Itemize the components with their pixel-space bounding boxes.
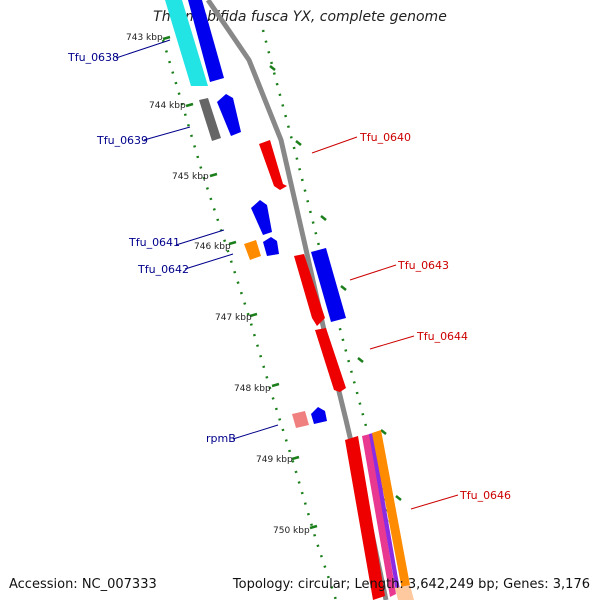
label-rpmB[interactable]: rpmB [206,432,236,445]
gene-Tfu_0646-peach[interactable] [395,585,414,600]
gene-small-blue[interactable] [263,237,279,256]
tick-label-746: 746 kbp [194,242,231,252]
inner-ruler [161,39,338,600]
label-Tfu_0646[interactable]: Tfu_0646 [459,489,511,502]
tick-label-747: 747 kbp [215,313,252,323]
label-Tfu_0642[interactable]: Tfu_0642 [137,263,189,276]
tick-label-745: 745 kbp [172,172,209,182]
gene-Tfu_0646-magenta[interactable] [362,434,396,597]
gene-Tfu_0638-cyan[interactable] [165,0,208,86]
label-Tfu_0643[interactable]: Tfu_0643 [397,259,449,272]
tick-label-743: 743 kbp [126,33,163,43]
gene-Tfu_0643-blue[interactable] [311,248,346,322]
tick-label-748: 748 kbp [234,384,271,394]
gene-rpmB-pink[interactable] [292,411,309,428]
outer-ruler [261,29,407,591]
leader-lines [115,39,459,510]
gene-Tfu_0646-red[interactable] [345,436,385,600]
gene-features [165,0,414,600]
inner-ruler-ticks [162,35,318,530]
gene-Tfu_0639-gray[interactable] [199,98,221,141]
tick-label-750: 750 kbp [273,526,310,536]
tick-label-744: 744 kbp [149,101,186,111]
gene-Tfu_0644[interactable] [315,328,346,392]
label-Tfu_0639[interactable]: Tfu_0639 [96,134,148,147]
gene-Tfu_0642[interactable] [244,240,261,260]
gene-Tfu_0640[interactable] [259,140,287,190]
gene-Tfu_0641[interactable] [251,200,272,235]
gene-rpmB-blue[interactable] [311,407,327,424]
gene-Tfu_0646-purple[interactable] [369,433,400,592]
genome-title: Thermobifida fusca YX, complete genome [153,9,447,25]
gene-Tfu_0638-blue[interactable] [188,0,224,82]
label-Tfu_0644[interactable]: Tfu_0644 [416,330,468,343]
outer-ruler-ticks [269,65,402,501]
label-Tfu_0638[interactable]: Tfu_0638 [67,51,119,64]
genome-summary-text: Topology: circular; Length: 3,642,249 bp… [232,577,590,592]
label-Tfu_0640[interactable]: Tfu_0640 [359,131,411,144]
label-Tfu_0641[interactable]: Tfu_0641 [128,236,180,249]
accession-text: Accession: NC_007333 [9,577,157,592]
tick-label-749: 749 kbp [256,455,293,465]
gene-Tfu_0643-red[interactable] [294,254,325,326]
gene-Tfu_0646-orange[interactable] [372,430,410,590]
gene-Tfu_0639-blue[interactable] [217,94,241,136]
